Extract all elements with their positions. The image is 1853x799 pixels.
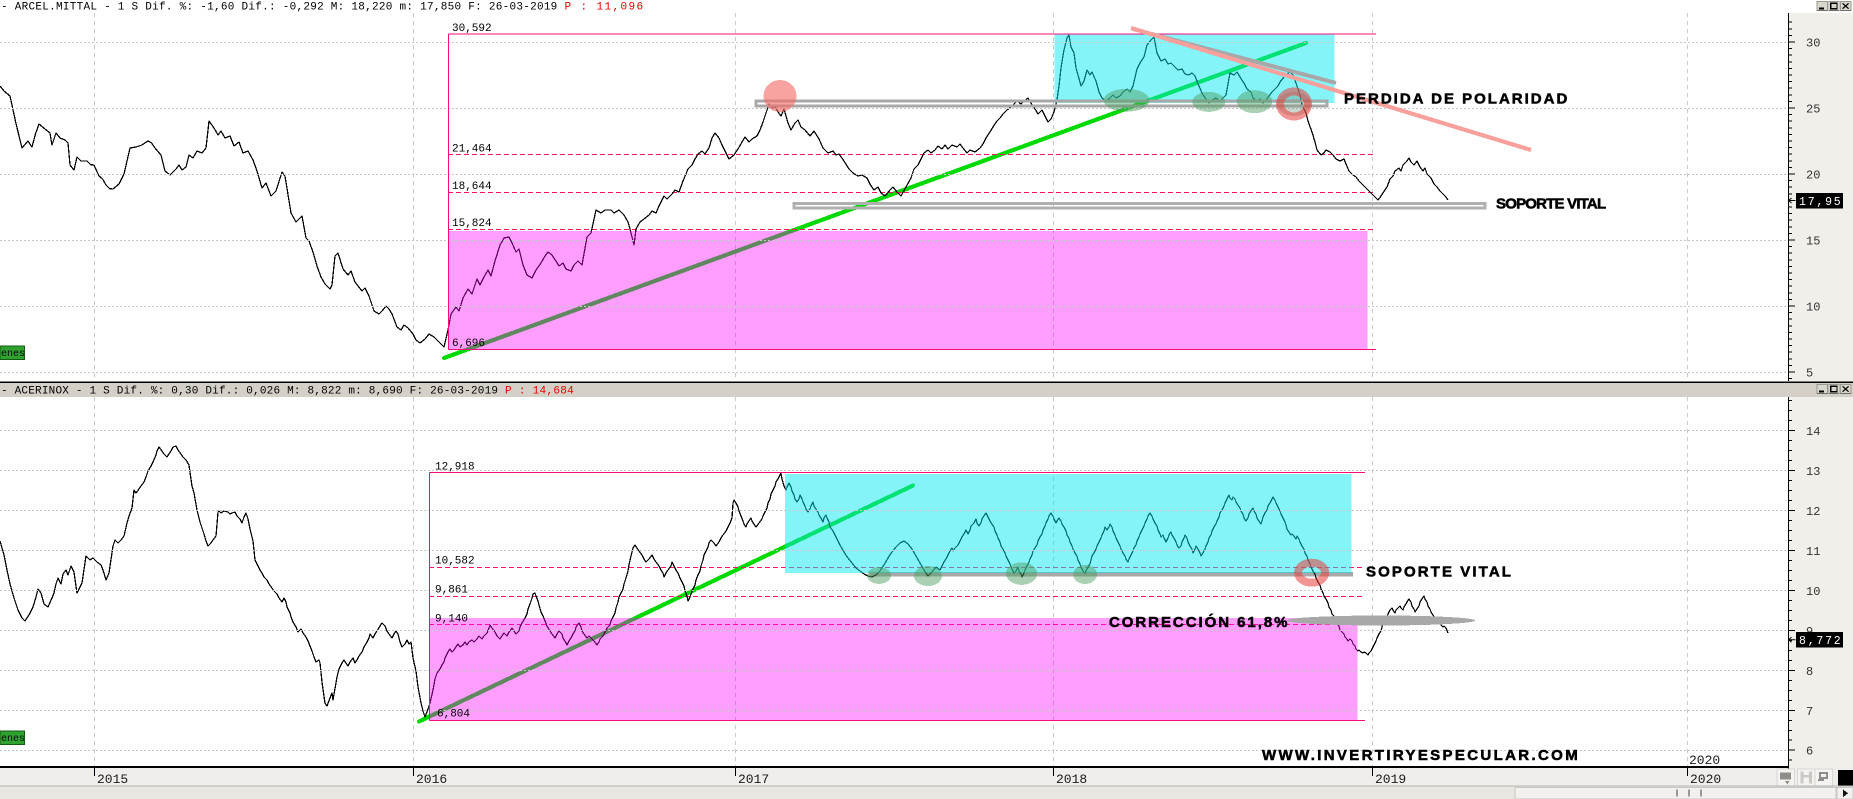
svg-text:21,464: 21,464 [452,144,492,156]
svg-text:2016: 2016 [416,772,447,787]
svg-text:17,95: 17,95 [1799,196,1843,209]
svg-text:12,918: 12,918 [435,462,475,474]
svg-text:- ACERINOX - 1 S Dif. %: 0,30: - ACERINOX - 1 S Dif. %: 0,30 Dif.: 0,02… [1,386,574,398]
svg-text:20: 20 [1806,169,1820,183]
svg-text:CORRECCIÓN 61,8%: CORRECCIÓN 61,8% [1109,613,1289,631]
svg-text:9,140: 9,140 [435,614,468,626]
svg-text:6: 6 [1806,745,1813,759]
svg-text:18,644: 18,644 [452,181,492,193]
svg-text:SOPORTE VITAL: SOPORTE VITAL [1496,196,1606,213]
svg-text:7: 7 [1806,705,1813,719]
svg-text:2015: 2015 [97,772,128,787]
svg-text:2018: 2018 [1056,772,1087,787]
svg-text:WWW.INVERTIRYESPECULAR.COM: WWW.INVERTIRYESPECULAR.COM [1262,747,1580,764]
svg-text:30,592: 30,592 [452,23,492,35]
svg-text:13: 13 [1806,465,1820,479]
svg-text:2017: 2017 [738,772,769,787]
svg-text:6,804: 6,804 [437,709,470,721]
svg-text:9,861: 9,861 [435,585,468,597]
svg-text:9: 9 [1806,625,1813,639]
svg-text:5: 5 [1806,367,1813,381]
svg-text:enes: enes [1,734,25,745]
svg-text:2020: 2020 [1690,772,1721,787]
svg-text:15,824: 15,824 [452,218,492,230]
svg-text:6,696: 6,696 [452,338,485,350]
svg-text:8,772: 8,772 [1799,635,1843,648]
svg-text:enes: enes [1,349,25,360]
svg-text:- ARCEL.MITTAL - 1 S Dif. %:: - ARCEL.MITTAL - 1 S Dif. %: -1,60 Dif.:… [1,2,644,14]
svg-text:12: 12 [1806,505,1820,519]
svg-text:11: 11 [1806,545,1820,559]
svg-text:8: 8 [1806,665,1813,679]
svg-text:15: 15 [1806,235,1820,249]
svg-text:30: 30 [1806,37,1820,51]
svg-text:PERDIDA DE POLARIDAD: PERDIDA DE POLARIDAD [1344,91,1569,108]
svg-text:2020: 2020 [1689,753,1720,768]
svg-text:14: 14 [1806,425,1820,439]
svg-text:25: 25 [1806,103,1820,117]
svg-text:2019: 2019 [1375,772,1406,787]
svg-text:10: 10 [1806,585,1820,599]
svg-text:10: 10 [1806,301,1820,315]
svg-text:SOPORTE VITAL: SOPORTE VITAL [1366,564,1513,581]
svg-text:10,582: 10,582 [435,556,475,568]
